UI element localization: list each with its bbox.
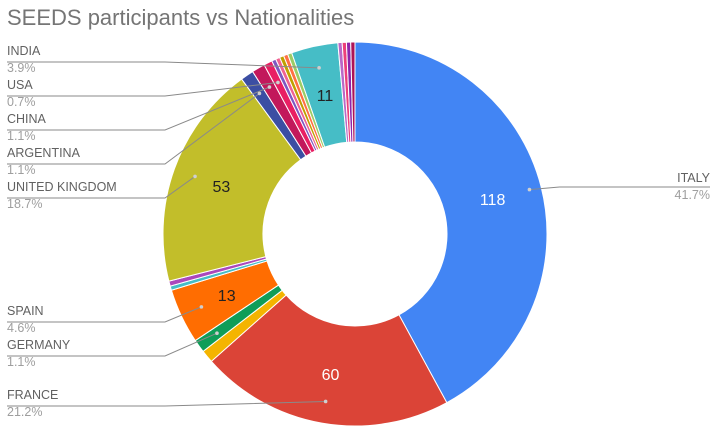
leader-dot-france	[323, 399, 328, 404]
slice-united-kingdom	[162, 78, 302, 282]
slices-group: 118 60 13 53 11	[162, 41, 548, 427]
value-label-spain: 13	[218, 288, 236, 305]
leader-dot-india	[317, 66, 321, 70]
leader-lines	[7, 61, 710, 407]
label-name-china: CHINA	[7, 112, 47, 126]
leader-china	[7, 86, 270, 131]
leader-italy	[529, 186, 710, 191]
label-pct-germany: 1.1%	[7, 355, 36, 369]
label-pct-usa: 0.7%	[7, 95, 36, 109]
label-pct-italy: 41.7%	[675, 188, 710, 202]
leader-dot-italy	[527, 187, 532, 192]
label-pct-china: 1.1%	[7, 129, 36, 143]
label-pct-spain: 4.6%	[7, 321, 36, 335]
leader-dot-germany	[215, 331, 219, 336]
leader-spain	[7, 306, 202, 323]
value-label-india: 11	[317, 88, 334, 105]
leader-dot-china	[267, 85, 272, 89]
slice-italy	[354, 41, 548, 404]
chart-title: SEEDS participants vs Nationalities	[7, 5, 354, 30]
label-pct-france: 21.2%	[7, 405, 42, 419]
label-name-spain: SPAIN	[7, 304, 44, 318]
leader-usa	[7, 81, 279, 97]
leader-dot-spain	[199, 305, 204, 309]
leader-dot-usa	[276, 80, 280, 85]
leader-dot-argentina	[257, 91, 262, 96]
value-label-france: 60	[322, 367, 340, 384]
label-pct-united-kingdom: 18.7%	[7, 197, 42, 211]
label-name-germany: GERMANY	[7, 338, 71, 352]
slice-crimson-small	[350, 41, 356, 143]
label-pct-india: 3.9%	[7, 61, 36, 75]
leader-dot-united-kingdom	[193, 174, 197, 179]
label-pct-argentina: 1.1%	[7, 163, 36, 177]
value-label-united-kingdom: 53	[212, 179, 230, 196]
leader-france	[7, 400, 326, 407]
slice-france	[210, 294, 448, 427]
label-name-united-kingdom: UNITED KINGDOM	[7, 180, 117, 194]
leader-united-kingdom	[7, 176, 196, 199]
label-name-usa: USA	[7, 78, 33, 92]
value-label-italy: 118	[480, 192, 506, 209]
label-name-france: FRANCE	[7, 388, 58, 402]
leader-germany	[7, 332, 218, 357]
slice-labels: INDIA 3.9% USA 0.7% CHINA 1.1% ARGENTINA 1.1% UN…	[7, 44, 711, 419]
label-name-india: INDIA	[7, 44, 41, 58]
leader-india	[7, 61, 320, 69]
label-name-argentina: ARGENTINA	[7, 146, 81, 160]
leader-argentina	[7, 93, 260, 165]
label-name-italy: ITALY	[677, 171, 711, 185]
